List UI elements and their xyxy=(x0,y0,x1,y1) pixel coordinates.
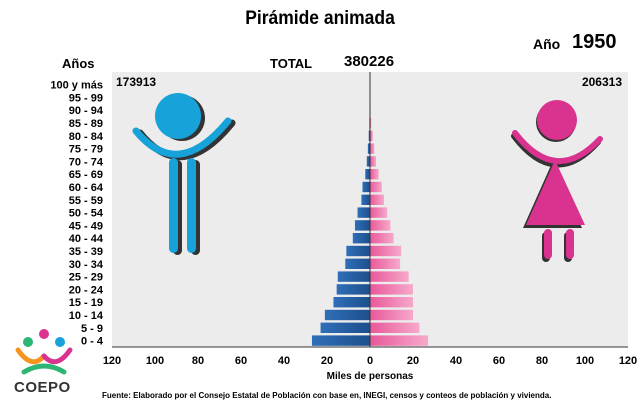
source-note: Fuente: Elaborado por el Consejo Estatal… xyxy=(102,391,552,400)
bar-right-4 xyxy=(370,284,413,295)
bar-right-8 xyxy=(370,233,394,244)
bar-left-7 xyxy=(346,245,370,257)
bar-left-16 xyxy=(368,130,370,141)
bar-left-2 xyxy=(324,309,370,321)
bar-left-9 xyxy=(354,220,370,231)
bar-left-11 xyxy=(361,194,370,205)
bar-right-3 xyxy=(370,297,413,308)
bar-left-13 xyxy=(365,169,370,180)
bar-right-14 xyxy=(370,156,377,167)
left-total: 173913 xyxy=(116,75,156,89)
x-tick-5: 20 xyxy=(321,355,333,367)
age-tick-5: 25 - 29 xyxy=(69,272,103,284)
age-tick-4: 20 - 24 xyxy=(69,284,104,296)
age-tick-20: 100 y más xyxy=(50,80,103,92)
chart-title: Pirámide animada xyxy=(245,8,395,29)
bar-left-12 xyxy=(362,181,370,193)
male-figure-icon xyxy=(132,93,236,255)
age-tick-13: 65 - 69 xyxy=(69,169,103,181)
bar-right-9 xyxy=(370,220,391,231)
age-tick-14: 70 - 74 xyxy=(69,156,104,168)
bar-right-15 xyxy=(370,143,375,154)
bar-right-5 xyxy=(370,271,409,282)
coepo-logo-icon xyxy=(15,329,73,375)
bar-left-0 xyxy=(311,335,370,346)
bar-right-6 xyxy=(370,258,401,269)
bar-right-13 xyxy=(370,169,379,180)
bar-left-3 xyxy=(333,297,370,308)
female-figure-icon xyxy=(511,100,603,262)
x-axis-label: Miles de personas xyxy=(326,371,414,382)
age-tick-16: 80 - 84 xyxy=(69,131,104,143)
right-total: 206313 xyxy=(582,75,622,89)
age-tick-17: 85 - 89 xyxy=(69,118,103,130)
x-tick-3: 60 xyxy=(235,355,247,367)
left-series-bars xyxy=(311,105,370,346)
bar-left-14 xyxy=(366,156,370,167)
bar-left-10 xyxy=(357,207,370,218)
total-value: 380226 xyxy=(344,53,395,70)
age-tick-15: 75 - 79 xyxy=(69,144,103,156)
bar-left-5 xyxy=(337,271,370,282)
x-tick-0: 120 xyxy=(103,355,121,367)
age-tick-9: 45 - 49 xyxy=(69,220,103,232)
x-tick-1: 100 xyxy=(146,355,164,367)
bar-right-10 xyxy=(370,207,388,218)
age-tick-2: 10 - 14 xyxy=(69,310,104,322)
age-tick-18: 90 - 94 xyxy=(69,105,104,117)
year-value: 1950 xyxy=(572,31,617,53)
x-tick-6: 0 xyxy=(367,355,373,367)
x-tick-10: 80 xyxy=(536,355,548,367)
x-tick-12: 120 xyxy=(619,355,637,367)
age-tick-12: 60 - 64 xyxy=(69,182,104,194)
bar-left-4 xyxy=(336,284,370,295)
bar-right-17 xyxy=(370,117,372,129)
age-tick-7: 35 - 39 xyxy=(69,246,103,258)
x-tick-8: 40 xyxy=(450,355,462,367)
bar-left-1 xyxy=(320,322,370,333)
bar-right-12 xyxy=(370,181,382,193)
x-tick-9: 60 xyxy=(493,355,505,367)
bar-right-1 xyxy=(370,322,420,333)
year-label: Año xyxy=(533,36,561,52)
bar-left-6 xyxy=(345,258,370,269)
right-series-bars xyxy=(370,92,429,346)
bar-right-11 xyxy=(370,194,384,205)
age-tick-8: 40 - 44 xyxy=(69,233,104,245)
bar-left-15 xyxy=(367,143,370,154)
bar-right-7 xyxy=(370,245,402,257)
total-label: TOTAL xyxy=(270,56,313,71)
age-tick-0: 0 - 4 xyxy=(81,336,104,348)
bar-right-2 xyxy=(370,309,413,321)
age-axis-label: Años xyxy=(62,56,95,71)
age-tick-10: 50 - 54 xyxy=(69,208,104,220)
coepo-logo-text: COEPO xyxy=(14,379,71,396)
age-tick-3: 15 - 19 xyxy=(69,297,103,309)
x-tick-2: 80 xyxy=(192,355,204,367)
age-tick-1: 5 - 9 xyxy=(81,323,103,335)
x-tick-11: 100 xyxy=(576,355,594,367)
bar-left-8 xyxy=(352,233,370,244)
bar-right-0 xyxy=(370,335,429,346)
x-tick-labels: 120 100 80 60 40 20 0 20 40 60 80 100 120 xyxy=(103,355,637,367)
age-tick-6: 30 - 34 xyxy=(69,259,104,271)
age-tick-19: 95 - 99 xyxy=(69,92,103,104)
bar-right-16 xyxy=(370,130,373,141)
x-tick-4: 40 xyxy=(278,355,290,367)
x-tick-7: 20 xyxy=(407,355,419,367)
age-tick-11: 55 - 59 xyxy=(69,195,103,207)
